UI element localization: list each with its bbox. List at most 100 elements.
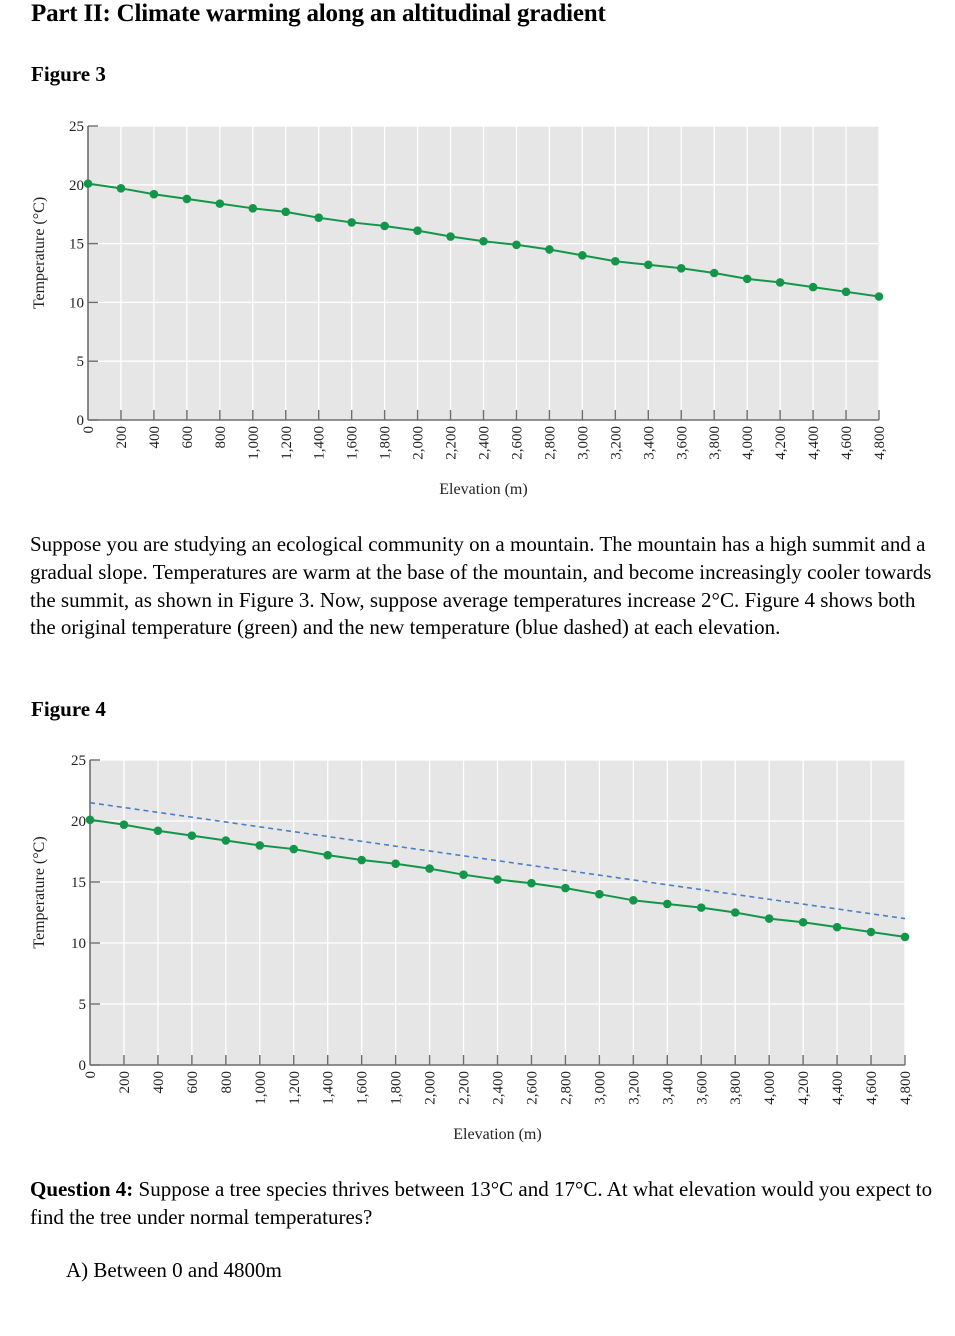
answer-option-a[interactable]: A) Between 0 and 4800m: [66, 1258, 282, 1282]
x-tick-label: 1,000: [253, 1071, 269, 1105]
figure-4-chart: 0 5 10 15 20 25 0 200 400 600 800 1,000 1,200 1,400 1,…: [0, 745, 955, 1155]
x-tick-label: 2,400: [491, 1071, 507, 1105]
figure-3-chart: 0 5 10 15 20 25 0 200 400 600 800 1,000 1,200 1,400 1,…: [0, 110, 955, 510]
x-tick-label: 4,200: [773, 426, 789, 460]
x-tick-label: 4,400: [830, 1071, 846, 1105]
x-tick-label: 4,600: [864, 1071, 880, 1105]
data-point-marker: [643, 260, 653, 270]
data-point-marker: [545, 245, 554, 254]
data-point-marker: [425, 864, 434, 873]
data-point-marker: [709, 268, 719, 278]
x-tick-label: 800: [219, 1071, 235, 1094]
x-tick-label: 4,200: [796, 1071, 812, 1105]
y-tick-label: 25: [71, 753, 86, 769]
data-point-marker: [314, 213, 324, 223]
x-tick-label: 1,800: [378, 426, 394, 460]
x-tick-label: 3,600: [694, 1071, 710, 1105]
y-tick-label: 20: [69, 178, 84, 194]
x-tick-label: 3,200: [608, 426, 624, 460]
data-point-marker: [323, 850, 333, 860]
x-tick-label: 2,800: [542, 426, 558, 460]
figure-3-label: Figure 3: [31, 62, 106, 86]
data-point-marker: [493, 875, 502, 884]
data-point-marker: [248, 204, 258, 213]
x-tick-label: 2,800: [558, 1071, 574, 1105]
x-tick-label: 2,600: [509, 426, 525, 460]
data-point-marker: [413, 226, 422, 235]
y-tick-label: 25: [69, 119, 84, 135]
x-tick-label: 2,000: [423, 1071, 439, 1105]
x-tick-label: 1,600: [345, 426, 361, 460]
data-point-marker: [611, 256, 620, 266]
data-point-marker: [215, 199, 225, 208]
data-point-marker: [479, 236, 488, 246]
data-point-marker: [764, 914, 774, 923]
intro-paragraph: Suppose you are studying an ecological c…: [30, 532, 932, 640]
data-point-marker: [527, 878, 536, 888]
x-tick-label: 4,600: [839, 426, 855, 460]
x-tick-label: 0: [83, 1071, 99, 1079]
x-tick-label: 0: [81, 426, 97, 434]
y-tick-label: 5: [77, 354, 85, 370]
data-point-marker: [187, 831, 197, 840]
data-point-marker: [742, 274, 752, 284]
y-axis-title: Temperature (°C): [31, 836, 48, 948]
x-tick-label: 4,000: [762, 1071, 778, 1105]
data-point-marker: [255, 841, 265, 850]
data-point-marker: [629, 896, 638, 905]
x-tick-label: 1,800: [389, 1071, 405, 1105]
x-tick-label: 2,000: [411, 426, 427, 460]
figure-4-label: Figure 4: [31, 697, 106, 721]
question-text: Suppose a tree species thrives between 1…: [30, 1177, 933, 1229]
data-point-marker: [119, 820, 129, 829]
data-point-marker: [775, 278, 785, 287]
x-tick-label: 2,200: [457, 1071, 473, 1105]
data-point-marker: [676, 263, 686, 273]
x-tick-label: 200: [114, 426, 130, 449]
new-temperature-dashed-line: [89, 801, 906, 920]
x-tick-label: 4,400: [806, 426, 822, 460]
data-point-marker: [578, 251, 587, 260]
data-point-marker: [900, 932, 910, 942]
x-tick-label: 3,200: [626, 1071, 642, 1105]
data-point-marker: [391, 859, 400, 868]
x-tick-label: 3,000: [592, 1071, 608, 1105]
x-tick-label: 4,000: [740, 426, 756, 460]
y-tick-label: 0: [77, 413, 85, 429]
y-tick-label: 10: [71, 936, 86, 952]
data-point-marker: [289, 844, 299, 854]
x-tick-label: 1,400: [312, 426, 328, 460]
x-tick-label: 800: [213, 426, 229, 449]
x-tick-label: 3,400: [641, 426, 657, 460]
data-point-marker: [662, 899, 672, 909]
data-point-marker: [347, 218, 356, 227]
data-point-marker: [832, 922, 842, 932]
x-tick-label: 2,400: [477, 426, 493, 460]
data-point-marker: [874, 292, 884, 301]
data-point-marker: [808, 282, 818, 292]
question-label: Question 4:: [30, 1177, 134, 1201]
question-4: Question 4: Suppose a tree species thriv…: [30, 1176, 935, 1232]
x-tick-label: 1,400: [321, 1071, 337, 1105]
x-tick-label: 3,000: [575, 426, 591, 460]
data-point-marker: [595, 889, 604, 899]
x-tick-label: 400: [151, 1071, 167, 1094]
data-point-marker: [696, 903, 706, 912]
x-tick-label: 400: [147, 426, 163, 449]
data-point-marker: [866, 927, 876, 937]
x-tick-label: 1,600: [355, 1071, 371, 1105]
x-axis-title: Elevation (m): [439, 481, 527, 498]
x-tick-label: 1,200: [279, 426, 295, 460]
data-point-marker: [798, 917, 808, 927]
x-tick-label: 2,200: [444, 426, 460, 460]
x-tick-label: 4,800: [898, 1071, 914, 1105]
data-point-marker: [221, 836, 231, 845]
x-tick-label: 4,800: [872, 426, 888, 460]
y-tick-label: 20: [71, 814, 86, 830]
x-tick-label: 600: [185, 1071, 201, 1094]
x-tick-label: 1,000: [246, 426, 262, 460]
x-tick-label: 600: [180, 426, 196, 449]
y-tick-label: 15: [71, 875, 86, 891]
x-tick-label: 3,400: [660, 1071, 676, 1105]
y-tick-label: 10: [69, 295, 84, 311]
